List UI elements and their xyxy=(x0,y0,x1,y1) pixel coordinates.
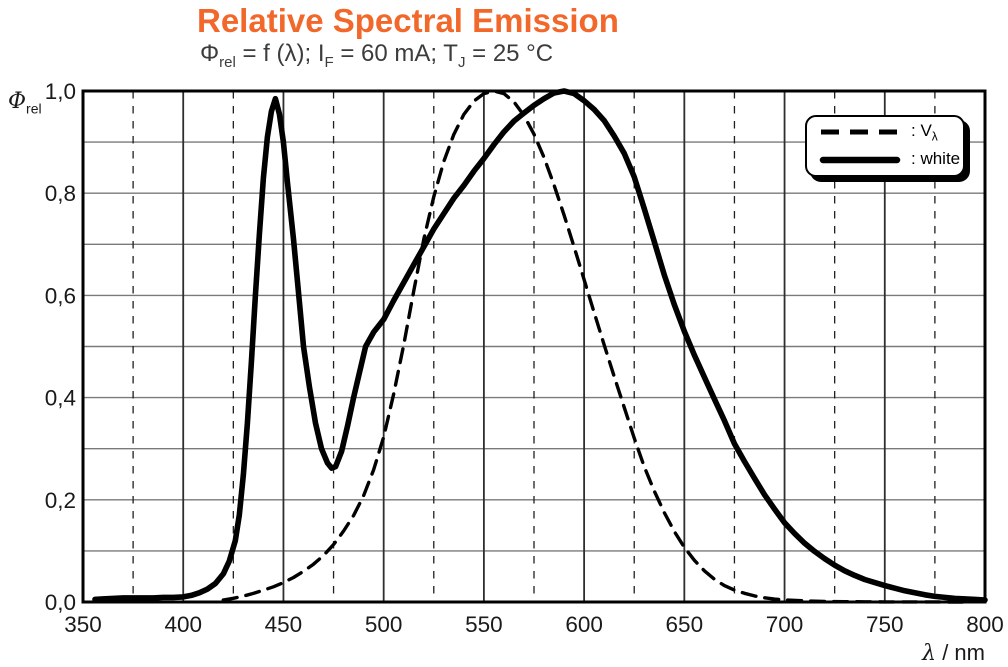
legend-item-vlambda: : Vλ xyxy=(807,121,963,143)
x-tick-label: 550 xyxy=(465,612,503,637)
y-tick-label: 0,8 xyxy=(45,181,76,206)
y-axis-symbol: Φ xyxy=(8,89,27,114)
x-tick-label: 600 xyxy=(565,612,603,637)
legend-label-white: : white xyxy=(911,149,960,171)
axis-frame xyxy=(81,89,987,604)
curve-white xyxy=(92,88,988,603)
legend-label-white-text: : white xyxy=(911,148,961,168)
legend: : Vλ : white xyxy=(805,115,965,177)
subtitle-if-subscript: F xyxy=(324,53,334,71)
x-tick-label: 650 xyxy=(666,612,704,637)
y-tick-label: 1,0 xyxy=(45,79,76,104)
curve-v-lambda xyxy=(221,89,967,604)
legend-label-vlambda-subscript: λ xyxy=(931,129,938,144)
x-tick-label: 350 xyxy=(64,612,102,637)
x-tick-label: 750 xyxy=(866,612,904,637)
subtitle-segment-2: = 60 mA; T xyxy=(333,40,458,67)
subtitle-phi-subscript: rel xyxy=(219,53,236,71)
x-tick-label: 500 xyxy=(365,612,403,637)
y-tick-label: 0,0 xyxy=(45,590,76,615)
y-tick-label: 0,6 xyxy=(45,283,76,308)
y-axis-label: Φrel xyxy=(8,88,42,116)
x-axis-symbol: λ xyxy=(922,641,937,666)
subtitle-segment-3: = 25 °C xyxy=(465,40,554,67)
x-tick-label: 700 xyxy=(766,612,804,637)
subtitle-tj-subscript: J xyxy=(457,53,466,71)
legend-label-vlambda-text: : V xyxy=(911,120,932,140)
y-tick-label: 0,2 xyxy=(45,488,76,513)
y-axis-subscript: rel xyxy=(26,100,42,117)
legend-item-white: : white xyxy=(807,149,963,171)
solid-line-sample-icon xyxy=(819,156,901,164)
legend-label-vlambda: : Vλ xyxy=(911,121,938,143)
x-tick-label: 400 xyxy=(164,612,202,637)
dashed-line-sample-icon xyxy=(821,129,899,135)
y-tick-label: 0,4 xyxy=(45,386,76,411)
subtitle-segment-1: = f (λ); I xyxy=(235,40,325,67)
subtitle-phi-symbol: Φ xyxy=(200,40,220,67)
x-tick-label: 450 xyxy=(265,612,303,637)
x-axis-label: λ / nm xyxy=(922,640,985,666)
x-axis-unit: / nm xyxy=(936,640,985,665)
page-title: Relative Spectral Emission xyxy=(197,2,619,39)
chart-subtitle: Φrel = f (λ); IF = 60 mA; TJ = 25 °C xyxy=(200,40,553,71)
x-tick-label: 800 xyxy=(966,612,1004,637)
